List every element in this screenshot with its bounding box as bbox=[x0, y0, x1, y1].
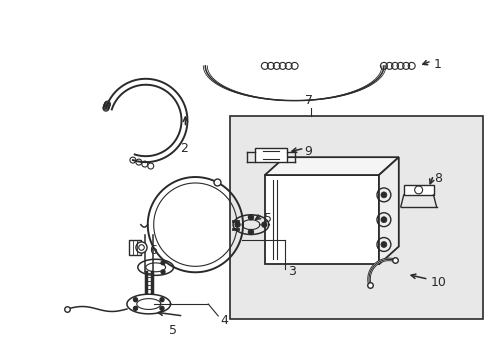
Circle shape bbox=[262, 222, 266, 227]
Bar bbox=[403, 185, 433, 195]
Text: 5: 5 bbox=[264, 212, 271, 225]
Bar bbox=[129, 239, 141, 255]
Text: 7: 7 bbox=[304, 94, 312, 107]
Circle shape bbox=[380, 242, 386, 247]
Circle shape bbox=[133, 298, 137, 302]
Polygon shape bbox=[378, 157, 398, 264]
Circle shape bbox=[133, 306, 137, 310]
Text: 6: 6 bbox=[148, 244, 156, 257]
Circle shape bbox=[235, 222, 240, 227]
Polygon shape bbox=[264, 157, 398, 175]
Bar bbox=[230, 116, 482, 319]
Circle shape bbox=[160, 298, 163, 302]
Bar bbox=[264, 175, 378, 264]
Text: 4: 4 bbox=[220, 314, 227, 327]
Text: 9: 9 bbox=[304, 145, 312, 158]
Circle shape bbox=[161, 270, 164, 274]
Bar bbox=[254, 148, 286, 162]
Text: 8: 8 bbox=[434, 172, 442, 185]
Circle shape bbox=[380, 192, 386, 198]
Text: 2: 2 bbox=[180, 142, 188, 155]
Text: 10: 10 bbox=[429, 276, 446, 289]
Text: 3: 3 bbox=[287, 265, 295, 278]
Circle shape bbox=[161, 261, 164, 265]
Circle shape bbox=[248, 230, 253, 234]
Text: 1: 1 bbox=[433, 58, 441, 71]
Circle shape bbox=[248, 215, 253, 220]
Text: 5: 5 bbox=[168, 324, 176, 337]
Circle shape bbox=[160, 306, 163, 310]
Circle shape bbox=[380, 217, 386, 223]
